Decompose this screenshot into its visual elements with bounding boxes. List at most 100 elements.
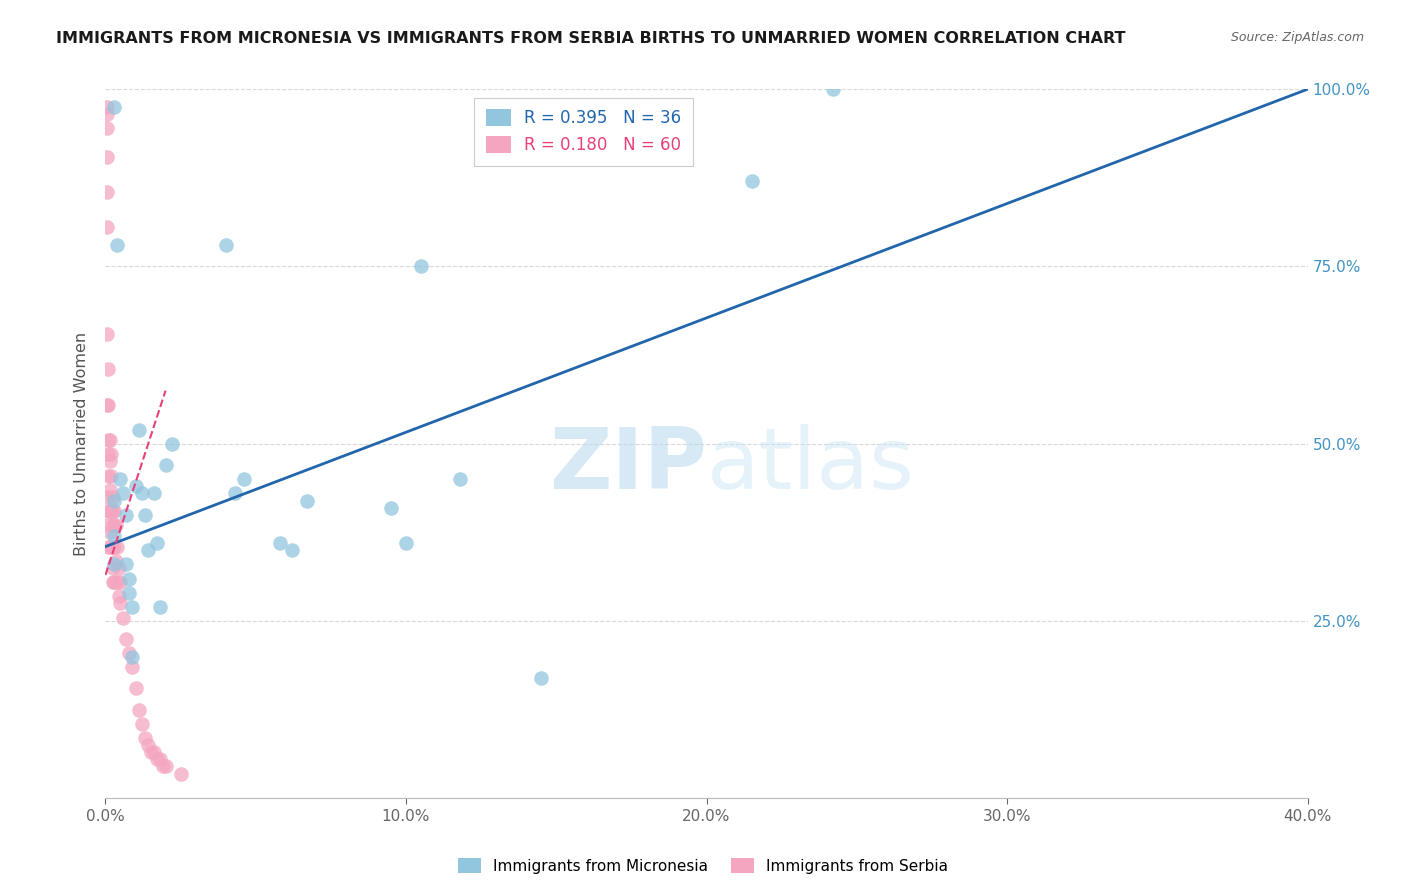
Point	[449, 472, 471, 486]
Point	[101, 575, 124, 590]
Point	[103, 504, 125, 518]
Point	[97, 434, 120, 448]
Point	[145, 536, 167, 550]
Point	[169, 766, 191, 780]
Point	[121, 649, 143, 664]
Point	[101, 561, 124, 575]
Point	[134, 731, 156, 745]
Point	[821, 82, 844, 96]
Point	[98, 434, 121, 448]
Point	[134, 508, 156, 522]
Text: IMMIGRANTS FROM MICRONESIA VS IMMIGRANTS FROM SERBIA BIRTHS TO UNMARRIED WOMEN C: IMMIGRANTS FROM MICRONESIA VS IMMIGRANTS…	[56, 31, 1126, 46]
Point	[101, 504, 124, 518]
Point	[103, 493, 125, 508]
Legend: R = 0.395   N = 36, R = 0.180   N = 60: R = 0.395 N = 36, R = 0.180 N = 60	[474, 97, 693, 166]
Point	[96, 150, 118, 164]
Point	[112, 610, 135, 624]
Text: Source: ZipAtlas.com: Source: ZipAtlas.com	[1230, 31, 1364, 45]
Point	[98, 525, 121, 540]
Point	[121, 599, 143, 614]
Point	[103, 518, 125, 533]
Point	[107, 540, 129, 554]
Point	[97, 540, 120, 554]
Point	[110, 472, 132, 486]
Point	[104, 554, 127, 568]
Point	[160, 436, 183, 450]
Y-axis label: Births to Unmarried Women: Births to Unmarried Women	[75, 332, 90, 556]
Point	[136, 543, 159, 558]
Point	[128, 703, 150, 717]
Point	[100, 468, 122, 483]
Point	[224, 486, 246, 500]
Point	[115, 558, 138, 572]
Point	[152, 759, 174, 773]
Point	[103, 575, 125, 590]
Point	[103, 100, 125, 114]
Point	[115, 632, 138, 646]
Point	[98, 454, 121, 468]
Point	[97, 447, 120, 461]
Point	[100, 447, 122, 461]
Point	[131, 717, 153, 731]
Point	[108, 589, 131, 603]
Point	[142, 486, 165, 500]
Text: atlas: atlas	[707, 424, 914, 507]
Point	[124, 479, 146, 493]
Point	[107, 238, 129, 252]
Point	[281, 543, 304, 558]
Point	[136, 738, 159, 752]
Point	[269, 536, 291, 550]
Point	[96, 100, 118, 114]
Point	[121, 660, 143, 674]
Point	[118, 572, 141, 586]
Point	[110, 575, 132, 590]
Point	[148, 752, 170, 766]
Point	[101, 490, 124, 504]
Point	[101, 540, 124, 554]
Point	[118, 585, 141, 599]
Point	[295, 493, 318, 508]
Point	[115, 508, 138, 522]
Point	[97, 504, 120, 518]
Point	[103, 558, 125, 572]
Point	[97, 518, 120, 533]
Point	[96, 398, 118, 412]
Point	[97, 362, 120, 376]
Point	[96, 121, 118, 136]
Text: ZIP: ZIP	[548, 424, 707, 507]
Point	[100, 540, 122, 554]
Point	[214, 238, 236, 252]
Point	[101, 518, 124, 533]
Point	[124, 681, 146, 696]
Point	[741, 174, 763, 188]
Point	[108, 561, 131, 575]
Point	[98, 483, 121, 497]
Point	[96, 220, 118, 235]
Point	[110, 596, 132, 610]
Legend: Immigrants from Micronesia, Immigrants from Serbia: Immigrants from Micronesia, Immigrants f…	[451, 852, 955, 880]
Point	[97, 398, 120, 412]
Point	[395, 536, 418, 550]
Point	[97, 468, 120, 483]
Point	[98, 504, 121, 518]
Point	[380, 500, 402, 515]
Point	[148, 599, 170, 614]
Point	[96, 490, 118, 504]
Point	[107, 575, 129, 590]
Point	[155, 759, 177, 773]
Point	[131, 486, 153, 500]
Point	[232, 472, 254, 486]
Point	[100, 504, 122, 518]
Point	[155, 458, 177, 472]
Point	[103, 540, 125, 554]
Point	[118, 646, 141, 660]
Point	[96, 326, 118, 341]
Point	[128, 423, 150, 437]
Point	[104, 518, 127, 533]
Point	[112, 486, 135, 500]
Point	[142, 745, 165, 759]
Point	[145, 752, 167, 766]
Point	[103, 529, 125, 543]
Point	[409, 260, 432, 274]
Point	[139, 745, 162, 759]
